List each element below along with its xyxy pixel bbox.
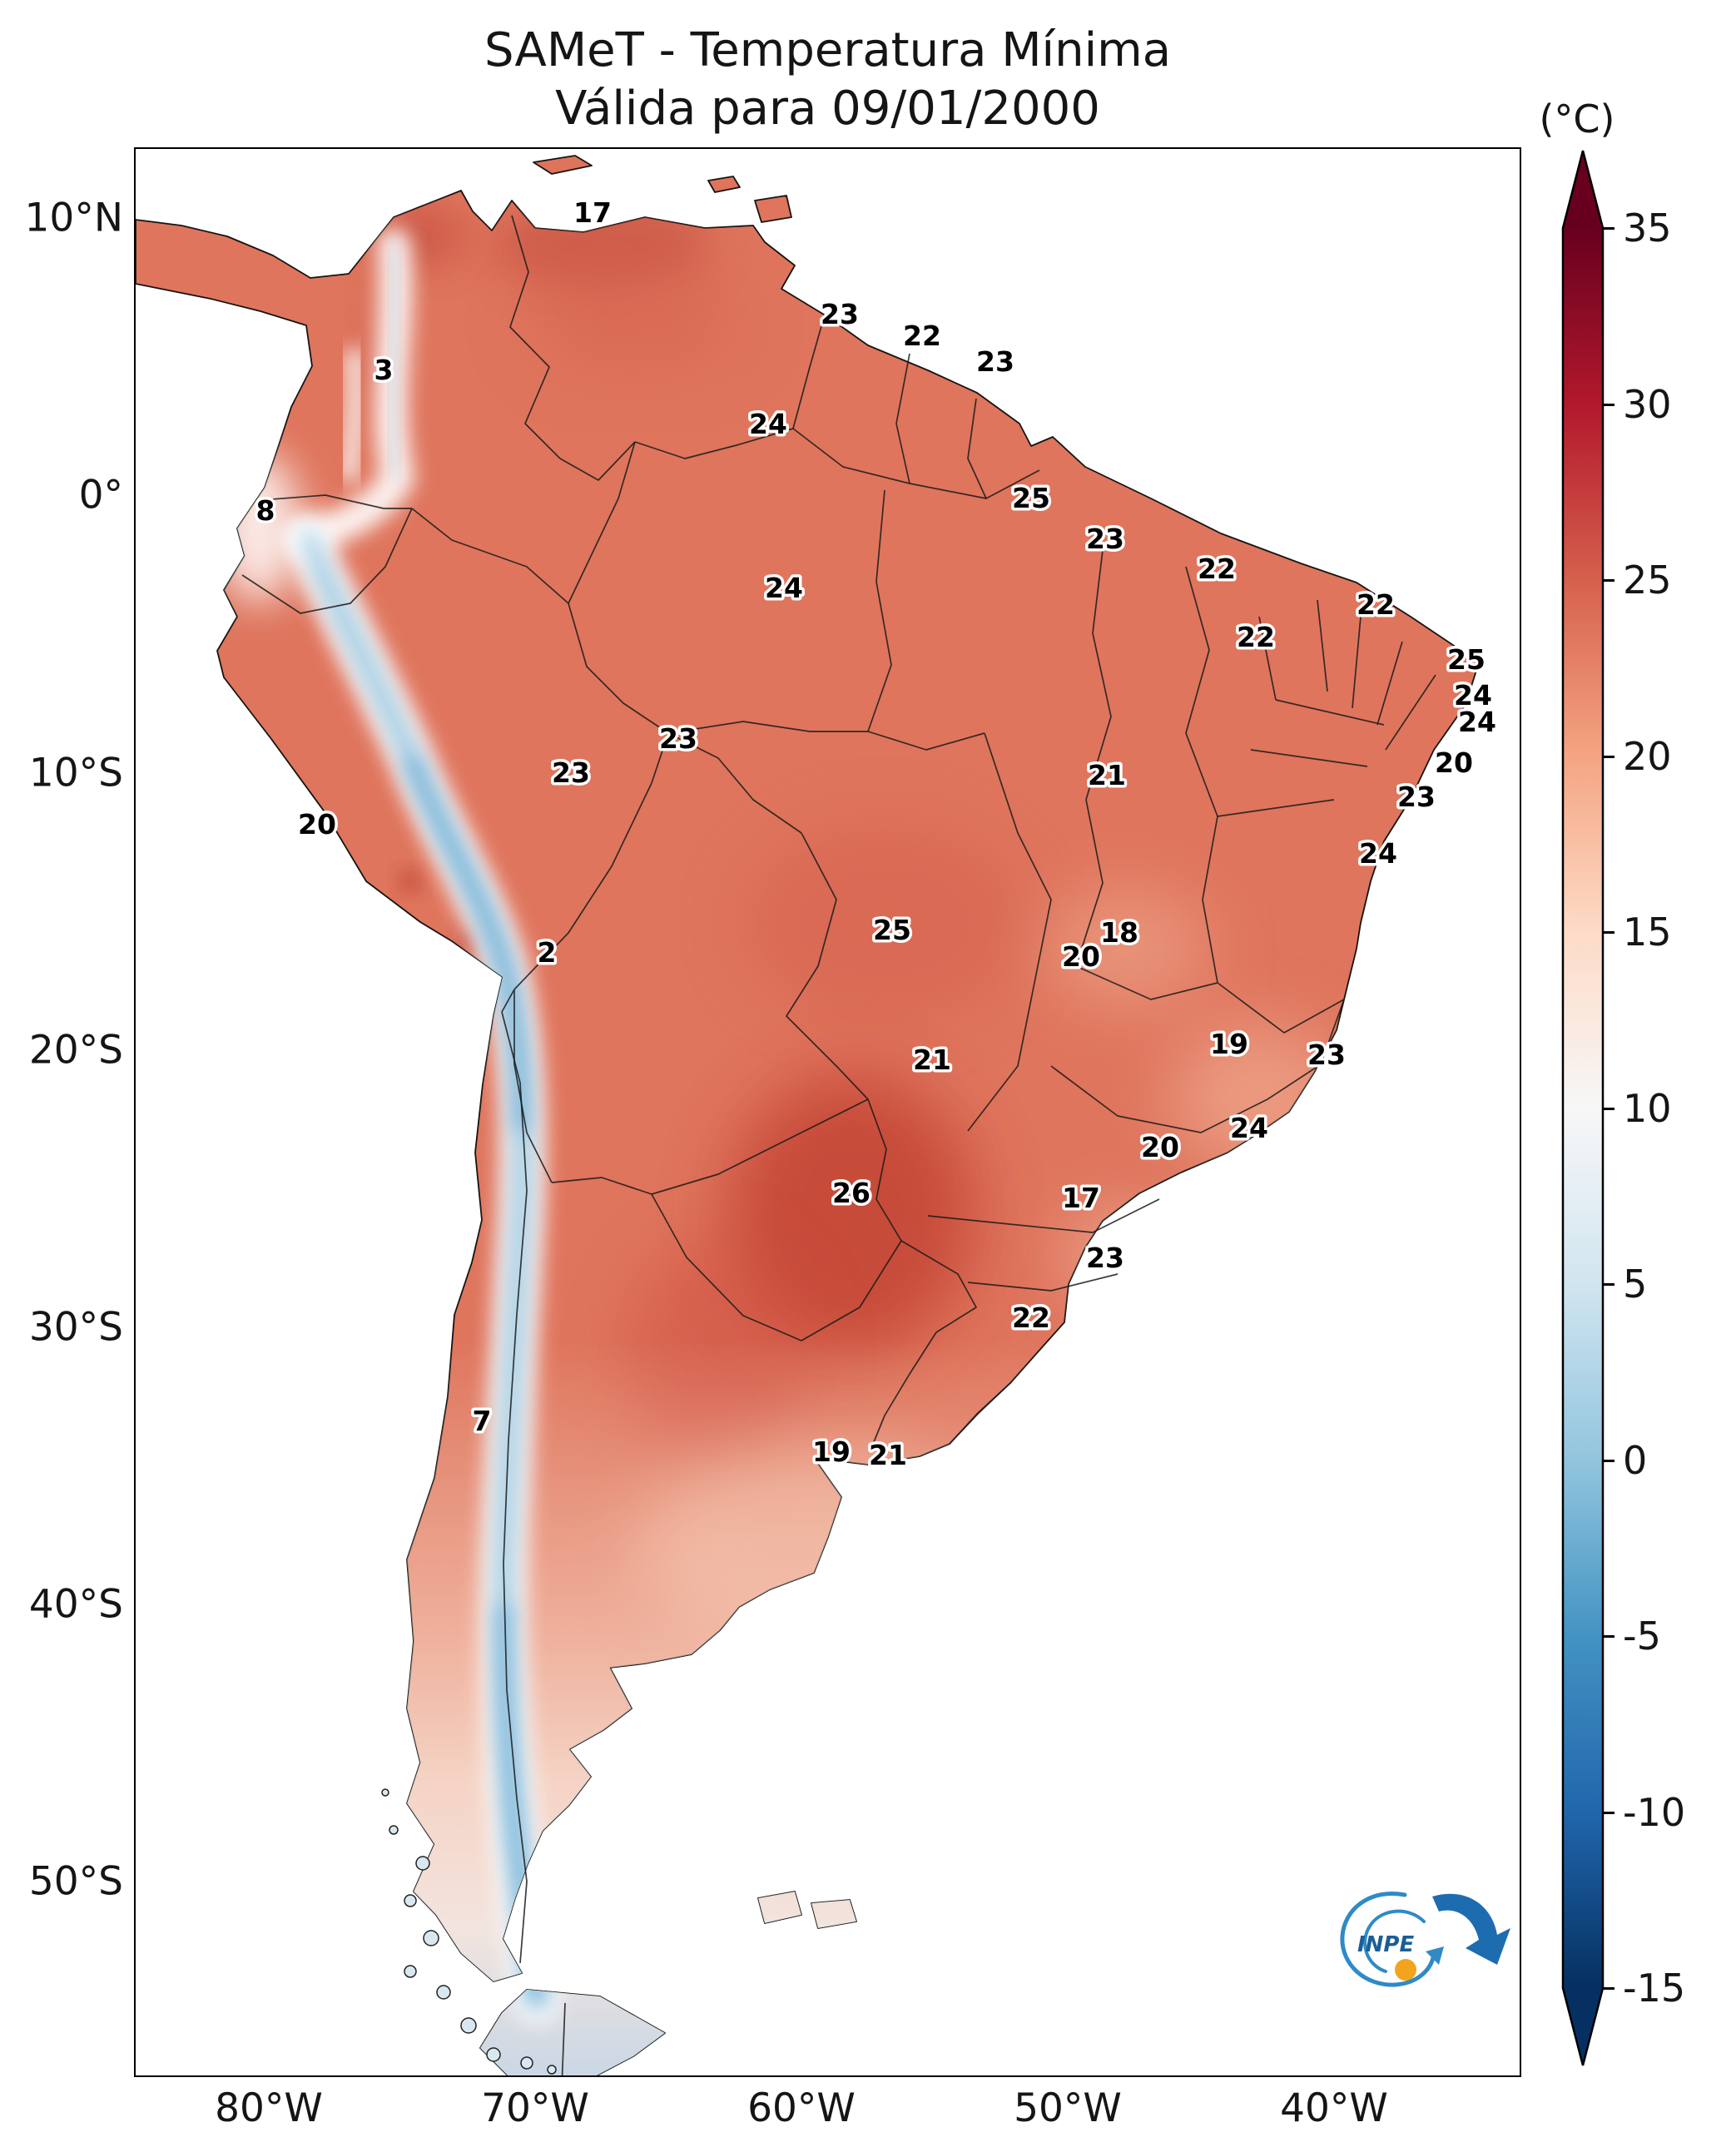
temp-value-label: 23 (1397, 781, 1436, 813)
title-line-2: Válida para 09/01/2000 (555, 82, 1100, 136)
colorbar-tick-label: -15 (1623, 1966, 1686, 2011)
colorbar-tick-label: 35 (1623, 206, 1672, 250)
colorbar-tickmark (1603, 930, 1614, 934)
lat-tick-label: 50°S (28, 1858, 123, 1905)
colorbar-tickmark (1603, 1811, 1614, 1814)
inpe-inner-swirl-icon (1363, 1909, 1426, 1973)
temp-value-label: 22 (1237, 621, 1275, 653)
political-borders (241, 215, 1436, 2075)
temp-value-label: 20 (1062, 940, 1100, 973)
temp-value-label: 7 (473, 1405, 492, 1437)
lon-tick-label: 70°W (481, 2085, 589, 2131)
colorbar-tickmark (1603, 1282, 1614, 1286)
temp-value-label: 20 (298, 808, 336, 840)
inpe-swirl-arrowhead-icon (1426, 1946, 1444, 1965)
temp-value-label: 24 (1454, 679, 1492, 712)
inpe-logo: INPE (1340, 1892, 1510, 1987)
inpe-logo-text: INPE (1357, 1932, 1414, 1957)
colorbar-gradient (1561, 150, 1605, 2066)
lat-tick-label: 10°N (24, 195, 123, 241)
temp-value-label: 22 (1012, 1302, 1050, 1334)
colorbar-tickmark (1603, 1634, 1614, 1638)
temp-value-label: 26 (832, 1177, 870, 1209)
temp-value-label: 24 (749, 408, 787, 440)
temp-value-label: 19 (1210, 1028, 1248, 1060)
lat-tick-label: 20°S (28, 1027, 123, 1074)
temp-value-label: 22 (1357, 588, 1395, 621)
lat-tick-label: 10°S (28, 750, 123, 796)
temp-value-label: 3 (374, 354, 394, 386)
temp-value-label: 22 (1198, 553, 1236, 585)
colorbar-tickmark (1603, 1107, 1614, 1110)
colorbar-tickmark (1603, 755, 1614, 758)
lon-tick-label: 40°W (1280, 2085, 1388, 2131)
temp-value-label: 17 (1062, 1182, 1100, 1214)
colorbar-tick-label: 20 (1623, 734, 1672, 779)
temp-value-label: 23 (821, 298, 859, 330)
colorbar-tickmark (1603, 226, 1614, 230)
inpe-orange-dot-icon (1395, 1959, 1416, 1981)
temp-value-label: 23 (1307, 1039, 1346, 1071)
temp-value-label: 21 (869, 1439, 907, 1471)
map-plot-area: 17 23 22 23 3 24 25 8 23 22 24 22 22 25 24 24 23 20 23 21 23… (134, 147, 1521, 2077)
temp-value-label: 24 (1230, 1112, 1268, 1144)
temp-value-label: 23 (1086, 523, 1124, 555)
temp-value-label: 21 (913, 1044, 951, 1076)
temp-value-label: 25 (1447, 643, 1486, 676)
temp-value-label: 17 (573, 196, 612, 229)
temp-value-label: 8 (256, 494, 275, 527)
inpe-arrow-icon (1432, 1893, 1510, 1965)
lat-tick-label: 0° (78, 472, 123, 518)
colorbar-tick-label: -10 (1623, 1790, 1686, 1835)
colorbar-tickmark (1603, 578, 1614, 582)
temp-value-label: 25 (1012, 482, 1050, 514)
colorbar-tick-label: 10 (1623, 1086, 1672, 1131)
colorbar-tick-label: 0 (1623, 1438, 1648, 1483)
lat-tick-label: 30°S (28, 1304, 123, 1351)
temp-value-label: 24 (1458, 706, 1496, 738)
temp-value-label: 25 (873, 914, 911, 946)
lon-tick-label: 80°W (215, 2085, 323, 2131)
temp-value-label: 20 (1435, 746, 1473, 779)
colorbar-bar (1563, 228, 1603, 1988)
temp-value-label: 22 (903, 320, 941, 352)
colorbar (1561, 149, 1605, 2075)
figure-title: SAMeT - Temperatura Mínima Válida para 0… (136, 22, 1520, 138)
colorbar-tickmark (1603, 1986, 1614, 1990)
colorbar-tick-label: 15 (1623, 910, 1672, 955)
lon-tick-label: 50°W (1014, 2085, 1122, 2131)
inpe-swirl-icon (1340, 1892, 1436, 1987)
temp-value-label: 23 (552, 756, 590, 789)
colorbar-unit-label: (°C) (1539, 97, 1615, 141)
temp-value-label: 24 (1359, 837, 1397, 870)
colorbar-tick-label: 5 (1623, 1262, 1648, 1307)
colorbar-under-arrow (1563, 1988, 1603, 2065)
temp-value-label: 20 (1141, 1131, 1179, 1163)
temp-value-label: 23 (976, 345, 1014, 378)
temp-value-label: 23 (659, 722, 697, 755)
colorbar-tickmark (1603, 403, 1614, 406)
archipelago-islands (381, 1788, 557, 2075)
temp-value-label: 18 (1100, 916, 1138, 949)
temp-value-label: 2 (538, 936, 557, 969)
temp-value-label: 21 (1088, 759, 1126, 791)
colorbar-tick-label: 25 (1623, 558, 1672, 602)
colorbar-over-arrow (1563, 151, 1603, 228)
lat-tick-label: 40°S (28, 1581, 123, 1628)
temp-value-label: 19 (812, 1435, 851, 1468)
title-line-1: SAMeT - Temperatura Mínima (484, 23, 1172, 77)
temp-value-label: 23 (1086, 1242, 1124, 1274)
lon-tick-label: 60°W (747, 2085, 856, 2131)
colorbar-tick-label: 30 (1623, 382, 1672, 427)
colorbar-tickmark (1603, 1459, 1614, 1462)
colorbar-tick-label: -5 (1623, 1614, 1661, 1659)
temp-value-label: 24 (765, 572, 803, 604)
